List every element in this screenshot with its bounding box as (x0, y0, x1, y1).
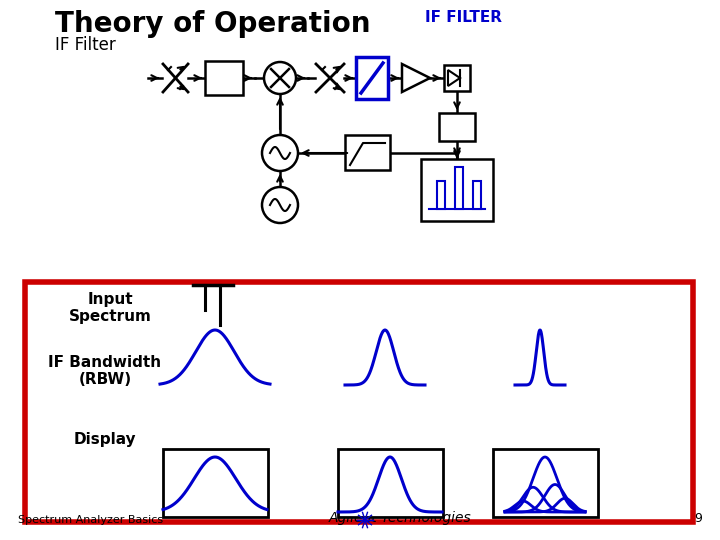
Bar (356, 57, 388, 99)
Bar (421, 159, 493, 221)
Bar (25, 282, 693, 522)
Bar (493, 449, 598, 517)
Text: Spectrum Analyzer Basics: Spectrum Analyzer Basics (18, 515, 163, 525)
Circle shape (262, 187, 298, 223)
Bar (439, 113, 475, 141)
Text: Input
Spectrum: Input Spectrum (68, 292, 151, 325)
Polygon shape (402, 64, 430, 92)
Text: IF Bandwidth
(RBW): IF Bandwidth (RBW) (48, 355, 161, 387)
Text: IF Filter: IF Filter (55, 36, 116, 54)
Bar (163, 449, 268, 517)
Bar (437, 181, 445, 209)
Text: Display: Display (73, 432, 136, 447)
Text: IF FILTER: IF FILTER (425, 10, 502, 25)
Bar (444, 65, 470, 91)
Bar (345, 135, 390, 170)
Circle shape (264, 62, 296, 94)
Polygon shape (448, 70, 460, 86)
Text: 9: 9 (694, 512, 702, 525)
Bar (473, 181, 481, 209)
Bar (455, 167, 463, 209)
Text: Theory of Operation: Theory of Operation (55, 10, 371, 38)
Bar (338, 449, 443, 517)
Circle shape (262, 135, 298, 171)
Text: Agilent Technologies: Agilent Technologies (328, 511, 472, 525)
Bar (205, 61, 243, 95)
